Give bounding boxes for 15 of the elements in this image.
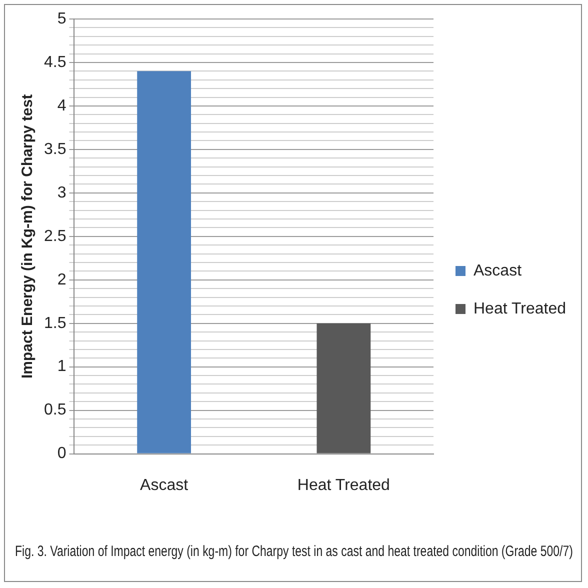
legend-label: Ascast [474, 262, 522, 280]
y-tick-label: 2.5 [44, 228, 66, 245]
text: Fig. 3. Variation of Impact energy (in kg-m) for Charpy test in as cast and heat treated condition (Grade 500/7) [15, 542, 573, 560]
y-tick-label: 5 [57, 10, 66, 28]
y-tick-label: 3 [57, 184, 66, 202]
legend-label: Heat Treated [474, 300, 566, 318]
y-tick-label: 2 [57, 271, 66, 288]
y-tick-label: 4 [57, 97, 66, 114]
y-axis-title: Impact Energy (in Kg-m) for Charpy test [19, 94, 36, 378]
y-tick-label: 3.5 [44, 140, 66, 158]
y-tick-label: 0 [57, 445, 66, 462]
y-tick-label: 4.5 [44, 54, 66, 71]
y-tick-label: 1.5 [44, 314, 66, 332]
y-tick-label: 0.5 [44, 402, 66, 419]
y-tick-label: 1 [57, 358, 66, 376]
